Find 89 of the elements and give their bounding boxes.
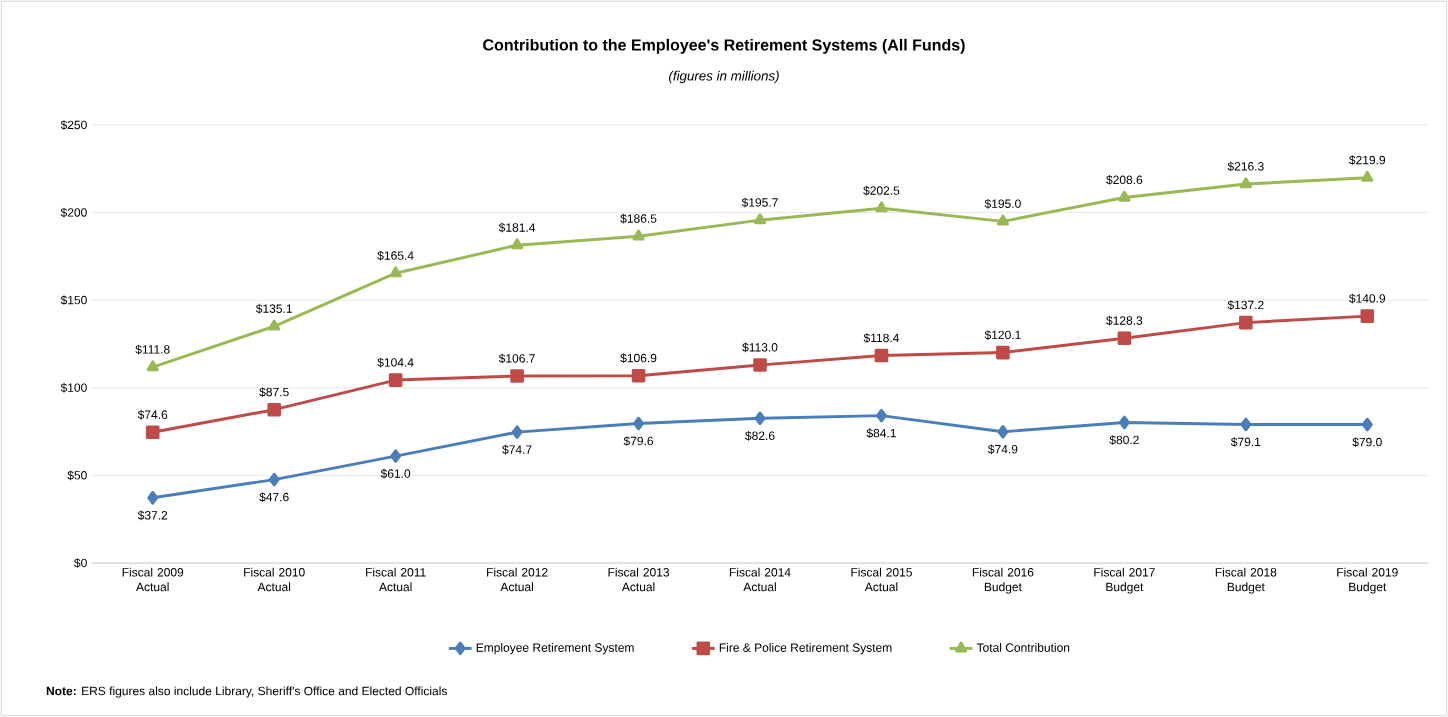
y-tick-label: $250 bbox=[60, 120, 87, 130]
data-label: $216.3 bbox=[1227, 161, 1264, 172]
data-label: $47.6 bbox=[259, 492, 289, 503]
data-label: $111.8 bbox=[135, 344, 170, 355]
y-tick-label: $150 bbox=[60, 295, 87, 306]
chart-title: Contribution to the Employee's Retirement Systems (All Funds) bbox=[483, 38, 965, 54]
data-label: $195.7 bbox=[741, 197, 778, 208]
data-label: $118.4 bbox=[863, 333, 900, 343]
x-tick-label: Fiscal 2010 Actual bbox=[244, 567, 305, 592]
point bbox=[510, 369, 524, 383]
legend-label: Employee Retirement System bbox=[476, 643, 634, 655]
x-tick-label: Fiscal 2012 Actual bbox=[487, 567, 548, 592]
legend-label: Total Contribution bbox=[976, 643, 1070, 652]
point bbox=[511, 425, 523, 439]
data-label: $82.6 bbox=[745, 430, 775, 441]
data-label: $104.4 bbox=[377, 357, 414, 368]
data-label: $74.9 bbox=[988, 444, 1018, 455]
x-tick-label: Fiscal 2009 Actual bbox=[122, 567, 184, 592]
point bbox=[753, 358, 767, 372]
data-label: $113.0 bbox=[742, 342, 778, 353]
point bbox=[389, 266, 402, 278]
y-tick-label: $200 bbox=[60, 207, 87, 218]
point bbox=[1239, 177, 1252, 189]
data-label: $181.4 bbox=[498, 222, 536, 233]
point bbox=[1239, 315, 1253, 330]
point bbox=[147, 491, 159, 505]
legend-label: Fire & Police Retirement System bbox=[719, 643, 892, 655]
point bbox=[511, 238, 524, 250]
point bbox=[1240, 417, 1252, 432]
data-label: $186.5 bbox=[620, 213, 657, 224]
x-tick-label: Fiscal 2017 Budget bbox=[1094, 567, 1155, 594]
point bbox=[632, 229, 645, 241]
point bbox=[1117, 331, 1132, 346]
data-label: $61.0 bbox=[380, 468, 411, 479]
data-label: $79.0 bbox=[1352, 437, 1382, 448]
point bbox=[1361, 417, 1373, 432]
data-label: $106.9 bbox=[620, 353, 657, 363]
data-label: $202.5 bbox=[863, 185, 900, 196]
x-tick-label: Fiscal 2018 Budget bbox=[1215, 567, 1277, 594]
point bbox=[633, 416, 645, 431]
x-tick-label: Fiscal 2016 Budget bbox=[972, 567, 1034, 594]
point bbox=[1118, 415, 1130, 430]
x-tick-label: Fiscal 2014 Actual bbox=[729, 567, 791, 592]
point bbox=[631, 368, 646, 383]
data-label: $74.7 bbox=[502, 444, 532, 455]
data-label: $79.1 bbox=[1230, 437, 1261, 447]
data-label: $208.6 bbox=[1106, 175, 1143, 185]
point bbox=[267, 402, 281, 417]
point bbox=[997, 424, 1009, 439]
point bbox=[1118, 190, 1131, 202]
point bbox=[268, 472, 280, 487]
data-label: $106.7 bbox=[498, 353, 535, 364]
data-label: $120.1 bbox=[984, 330, 1021, 340]
data-label: $74.6 bbox=[137, 409, 168, 420]
point bbox=[268, 319, 281, 331]
data-label: $79.6 bbox=[623, 436, 654, 446]
x-tick-label: Fiscal 2019 Budget bbox=[1337, 567, 1398, 594]
data-label: $87.5 bbox=[259, 387, 289, 397]
point bbox=[388, 373, 403, 387]
data-label: $80.2 bbox=[1109, 435, 1139, 445]
point bbox=[754, 411, 766, 426]
data-label: $140.9 bbox=[1349, 293, 1386, 304]
point bbox=[875, 408, 887, 423]
point bbox=[753, 213, 767, 225]
point bbox=[1360, 309, 1375, 323]
chart-subtitle: (figures in millions) bbox=[669, 70, 779, 84]
data-label: $37.2 bbox=[137, 510, 168, 521]
point bbox=[874, 348, 889, 363]
point bbox=[390, 449, 402, 463]
point bbox=[996, 345, 1010, 360]
y-tick-label: $50 bbox=[67, 470, 87, 481]
point bbox=[145, 425, 160, 440]
point bbox=[146, 360, 159, 372]
data-label: $84.1 bbox=[866, 428, 896, 439]
data-label: $135.1 bbox=[255, 303, 292, 314]
point bbox=[996, 214, 1010, 226]
data-label: $128.3 bbox=[1106, 315, 1143, 326]
x-tick-label: Fiscal 2011 Actual bbox=[366, 567, 426, 592]
point bbox=[1361, 170, 1374, 182]
data-label: $165.4 bbox=[377, 250, 414, 261]
data-label: $219.9 bbox=[1349, 155, 1386, 166]
point bbox=[875, 201, 888, 213]
y-tick-label: $100 bbox=[60, 382, 87, 393]
data-label: $195.0 bbox=[984, 198, 1021, 209]
y-tick-label: $0 bbox=[74, 558, 87, 568]
x-tick-label: Fiscal 2015 Actual bbox=[851, 567, 912, 592]
text: Note: ERS figures also include Library, Sheriff's Office and Elected Officials bbox=[46, 686, 447, 698]
data-label: $137.2 bbox=[1227, 300, 1264, 310]
x-tick-label: Fiscal 2013 Actual bbox=[608, 567, 670, 592]
